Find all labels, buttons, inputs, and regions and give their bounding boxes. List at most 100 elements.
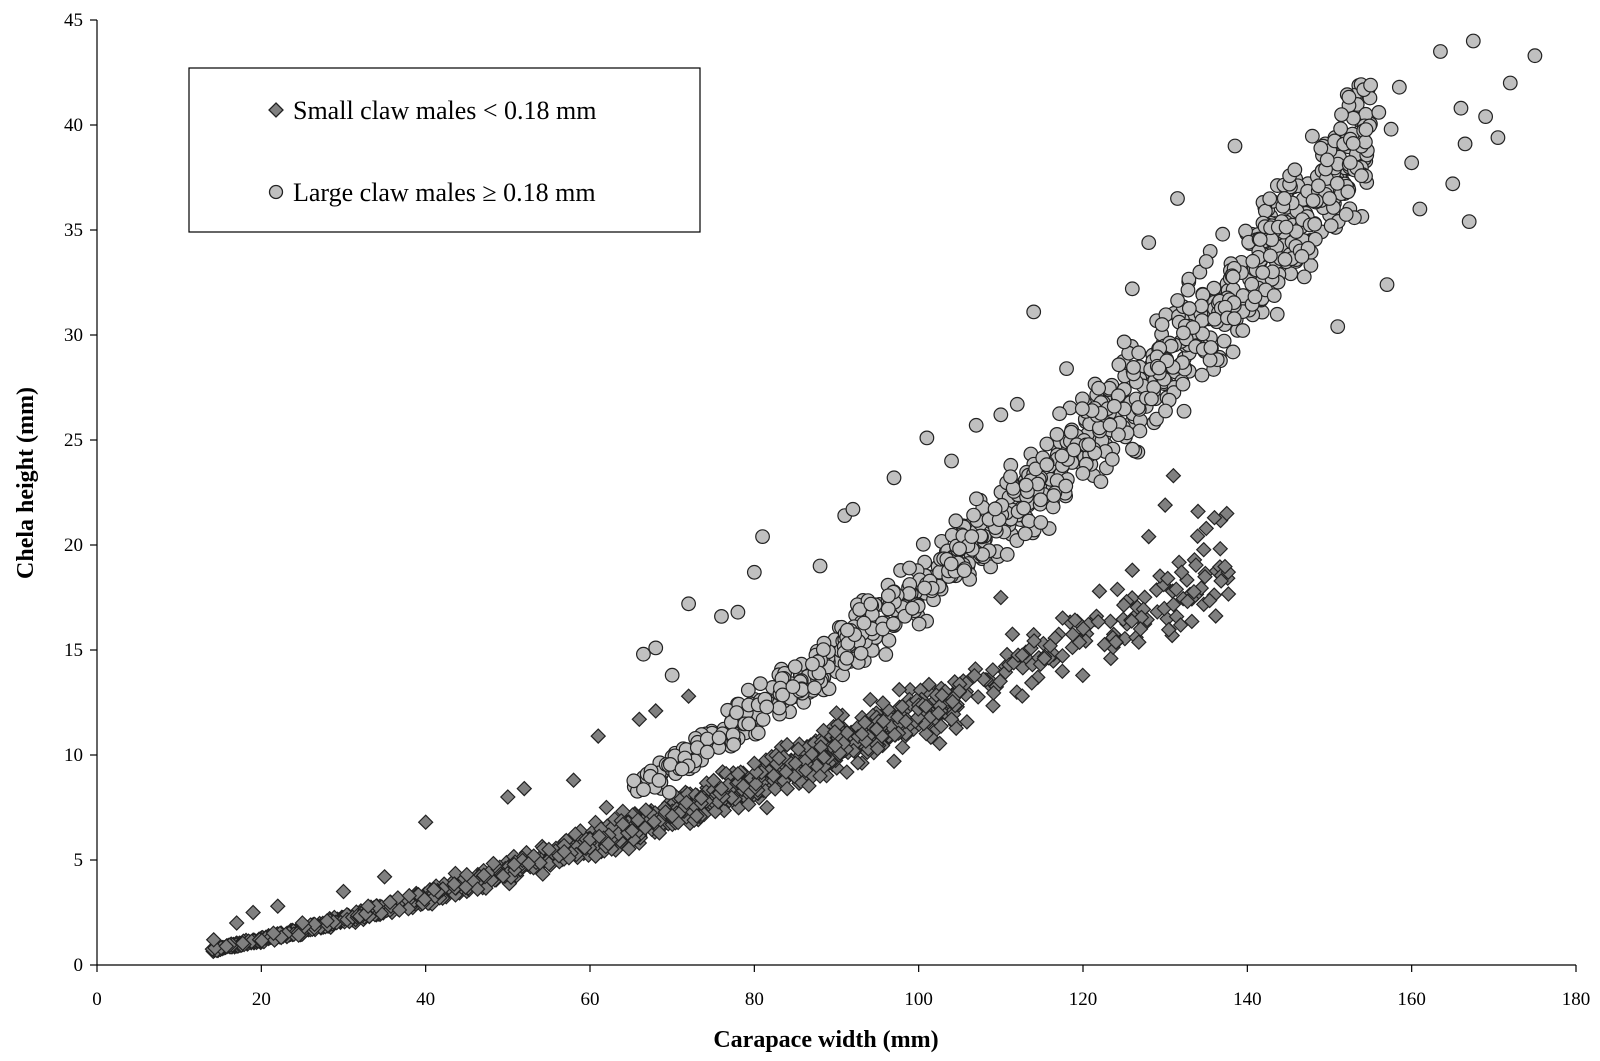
large-claw-point [1017, 526, 1033, 542]
large-claw-point [1323, 218, 1339, 234]
small-claw-point [1157, 497, 1174, 513]
small-claw-point [1102, 613, 1119, 630]
large-claw-point [1262, 191, 1278, 207]
small-claw-point [944, 693, 961, 710]
large-claw-point [1363, 77, 1378, 93]
small-claw-point [245, 904, 261, 921]
small-claw-point [1212, 540, 1229, 557]
small-claw-point [1071, 634, 1088, 651]
large-claw-point [948, 513, 964, 529]
small-claw-point [1074, 667, 1091, 684]
small-claw-point [269, 898, 286, 915]
small-claw-point [759, 799, 775, 816]
large-claw-point [1033, 515, 1049, 530]
y-tick-label: 10 [64, 745, 83, 766]
large-claw-point [1433, 44, 1448, 59]
large-claw-point [1296, 269, 1312, 285]
small-claw-point [1168, 581, 1185, 598]
small-claw-point [534, 866, 551, 882]
large-claw-point [1358, 122, 1374, 137]
large-claw-point [1404, 155, 1420, 171]
small-claw-point [921, 676, 937, 693]
small-claw-point [801, 778, 817, 794]
small-claw-point [1179, 593, 1196, 610]
large-claw-point [905, 600, 920, 616]
small-claw-point [790, 741, 807, 758]
large-claw-point [1255, 265, 1271, 280]
large-claw-point [1132, 423, 1148, 439]
large-claw-point [1340, 184, 1356, 200]
large-claw-point [1158, 403, 1173, 419]
large-claw-point [1180, 282, 1196, 298]
small-claw-point [779, 780, 796, 797]
small-claw-point [778, 764, 794, 780]
large-claw-point [1334, 107, 1349, 123]
small-claw-point [294, 915, 311, 931]
large-claw-point [1287, 162, 1303, 178]
large-claw-point [1262, 248, 1278, 264]
large-claw-point [785, 679, 801, 695]
large-claw-point [1102, 417, 1118, 433]
large-claw-point [856, 615, 872, 631]
small-claw-point [1165, 596, 1182, 613]
small-claw-point [787, 755, 804, 772]
large-claw-point [729, 705, 745, 721]
small-claw-point [1023, 675, 1040, 691]
small-claw-point [1090, 613, 1107, 630]
large-claw-point [1175, 376, 1191, 392]
small-claw-point [426, 881, 442, 898]
large-claw-point [1338, 207, 1354, 222]
x-tick-label: 180 [1562, 989, 1591, 1010]
small-claw-point [1109, 581, 1126, 598]
small-claw-point [382, 894, 398, 911]
large-claw-point [1383, 121, 1399, 137]
large-claw-point [1207, 311, 1222, 327]
x-tick-label: 100 [904, 989, 933, 1010]
large-claw-point [1252, 232, 1268, 247]
small-claw-point [335, 883, 352, 900]
small-claw-point [630, 812, 646, 828]
large-claw-point [1063, 424, 1079, 440]
y-tick-label: 30 [64, 325, 83, 346]
x-tick-label: 140 [1233, 989, 1262, 1010]
large-claw-point [755, 529, 770, 544]
small-claw-point [838, 764, 855, 780]
large-claw-point [1225, 344, 1241, 360]
small-claw-point [826, 724, 843, 740]
small-claw-point [779, 736, 795, 753]
small-claw-point [693, 790, 710, 807]
large-claw-point [1111, 427, 1126, 443]
small-claw-point [985, 685, 1002, 701]
large-claw-point [1176, 403, 1192, 419]
large-claw-point [771, 700, 787, 716]
small-claw-point [1195, 541, 1212, 558]
small-claw-point [934, 687, 950, 704]
small-claw-point [1206, 509, 1223, 526]
large-claw-point [807, 680, 822, 696]
x-axis-title: Carapace width (mm) [713, 1027, 938, 1053]
large-claw-point [964, 529, 980, 544]
large-claw-point [1319, 152, 1335, 168]
large-claw-point [1329, 175, 1345, 191]
small-claw-point [556, 843, 573, 860]
small-claw-point [746, 755, 763, 772]
small-claw-point [1197, 568, 1213, 585]
small-claw-point [1014, 688, 1031, 704]
small-claw-point [457, 879, 474, 895]
large-claw-point [1170, 191, 1185, 206]
large-claw-point [1277, 251, 1293, 267]
large-claw-point [915, 536, 931, 552]
large-claw-point [1075, 466, 1091, 481]
small-claw-point [458, 866, 475, 883]
large-claw-point [1330, 319, 1346, 335]
small-claw-point [506, 856, 523, 873]
large-claw-point [968, 417, 984, 433]
y-tick-label: 20 [64, 535, 83, 556]
large-claw-point [1313, 140, 1329, 156]
small-claw-point [1173, 564, 1190, 581]
small-claw-point [624, 822, 640, 839]
small-claw-point [984, 662, 1001, 678]
small-claw-point [1190, 503, 1206, 520]
small-claw-point [966, 667, 983, 684]
small-claw-point [1102, 650, 1119, 667]
